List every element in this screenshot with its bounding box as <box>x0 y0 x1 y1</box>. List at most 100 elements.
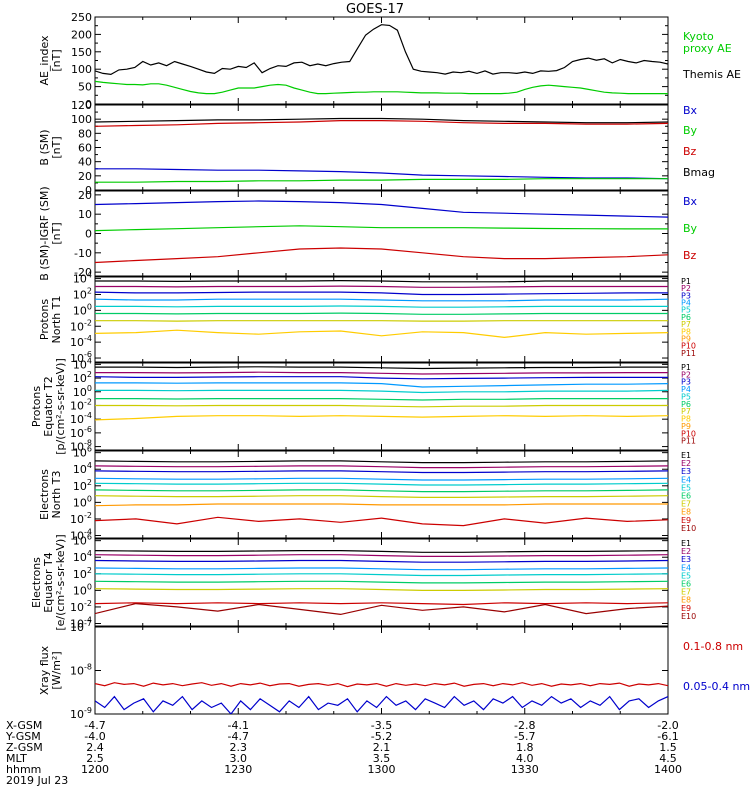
y-axis-label: [e/(cm²-s-sr-keV)] <box>54 534 67 630</box>
y-axis-label: North T3 <box>50 471 63 519</box>
legend-entry: E3 <box>681 555 691 564</box>
legend-entry: 0.05-0.4 nm <box>683 680 750 693</box>
series-by <box>95 225 668 232</box>
x-tick-value: 3.0 <box>230 752 248 765</box>
y-axis-label: Xray flux <box>38 645 51 695</box>
y-axis-label: Electrons <box>38 469 51 520</box>
y-tick-label: 200 <box>71 28 92 41</box>
legend-entry: E1 <box>681 451 691 460</box>
series-e3 <box>95 559 668 563</box>
series-e1 <box>95 549 668 553</box>
series-e9 <box>95 516 668 527</box>
y-tick-label: 102 <box>73 286 92 301</box>
x-tick-value: 1200 <box>81 763 109 776</box>
y-tick-label: 250 <box>71 11 92 24</box>
legend-entry: E5 <box>681 571 691 580</box>
y-tick-label: 100 <box>73 582 92 597</box>
legend-entry: P11 <box>681 349 696 358</box>
x-tick-value: -4.7 <box>228 730 249 743</box>
series-e10 <box>95 602 668 616</box>
x-tick-value: 1.5 <box>659 741 677 754</box>
panel-frame <box>94 626 669 715</box>
legend-entry: Themis AE <box>682 68 741 81</box>
x-tick-value: -3.5 <box>371 719 392 732</box>
series-p1 <box>95 366 668 370</box>
y-tick-label: 120 <box>71 99 92 112</box>
legend-entry: Bz <box>683 249 697 262</box>
y-tick-label: 10-7 <box>70 619 92 634</box>
y-tick-label: 10 <box>78 208 92 221</box>
x-row-label: hhmm <box>6 763 41 776</box>
y-axis-label: B (SM)-IGRF (SM) <box>38 186 51 280</box>
series-bx <box>95 168 668 180</box>
legend-entry: Bx <box>683 104 698 117</box>
legend-entry: P6 <box>681 313 691 322</box>
y-tick-label: 80 <box>78 127 92 140</box>
series-p8 <box>95 329 668 339</box>
legend-entry: E3 <box>681 467 691 476</box>
legend-entry: P8 <box>681 327 691 336</box>
legend-entry: P3 <box>681 378 691 387</box>
y-axis-label: B (SM) <box>38 129 51 165</box>
series-e4 <box>95 477 668 481</box>
legend-entry: P5 <box>681 306 691 315</box>
y-axis-label: Protons <box>30 386 43 427</box>
y-tick-label: 100 <box>73 302 92 317</box>
y-axis-label: [p/(cm²-s-sr-keV)] <box>54 358 67 455</box>
series-e4 <box>95 567 668 571</box>
x-row-label: 2019 Jul 23 <box>6 774 68 787</box>
series-e2 <box>95 554 668 558</box>
legend-entry: E10 <box>681 612 696 621</box>
y-tick-label: 20 <box>78 189 92 202</box>
legend-entry: Kyoto proxy AE <box>683 30 732 55</box>
legend-entry: P10 <box>681 342 696 351</box>
legend-entry: P2 <box>681 284 691 293</box>
series-0-05-0-4-nm <box>95 695 668 714</box>
y-tick-label: 40 <box>78 156 92 169</box>
x-tick-value: 2.5 <box>86 752 104 765</box>
series-e5 <box>95 482 668 486</box>
legend-entry: E2 <box>681 547 691 556</box>
series-p3 <box>95 291 668 296</box>
y-axis-label: AE_index <box>38 35 51 86</box>
x-row-label: Z-GSM <box>6 741 43 754</box>
legend-entry: E9 <box>681 604 691 613</box>
legend-entry: E6 <box>681 580 691 589</box>
y-tick-label: 0 <box>85 184 92 197</box>
legend-entry: Bmag <box>683 166 715 179</box>
legend-entry: P6 <box>681 400 691 409</box>
y-tick-label: 60 <box>78 142 92 155</box>
legend-entry: P4 <box>681 385 691 394</box>
x-tick-value: -4.7 <box>84 719 105 732</box>
x-tick-value: 1330 <box>511 763 539 776</box>
x-tick-value: 2.4 <box>86 741 104 754</box>
legend-entry: P7 <box>681 407 691 416</box>
legend-entry: P1 <box>681 363 691 372</box>
legend-entry: E2 <box>681 459 691 468</box>
legend-entry: P10 <box>681 429 696 438</box>
panel-frame <box>94 276 669 363</box>
legend-entry: By <box>683 222 698 235</box>
y-tick-label: 104 <box>73 461 92 476</box>
series-e2 <box>95 465 668 469</box>
y-tick-label: -10 <box>74 247 92 260</box>
y-tick-label: 100 <box>71 113 92 126</box>
legend-entry: P8 <box>681 415 691 424</box>
series-p4 <box>95 298 668 302</box>
y-tick-label: 20 <box>78 170 92 183</box>
legend-entry: P1 <box>681 277 691 286</box>
figure-title: GOES-17 <box>346 2 404 17</box>
series-bz <box>95 247 668 264</box>
series-p7 <box>95 404 668 408</box>
x-tick-value: -5.7 <box>514 730 535 743</box>
legend-entry: P5 <box>681 392 691 401</box>
series-p4 <box>95 382 668 388</box>
legend-entry: Bz <box>683 145 697 158</box>
y-tick-label: 10-2 <box>70 511 92 526</box>
